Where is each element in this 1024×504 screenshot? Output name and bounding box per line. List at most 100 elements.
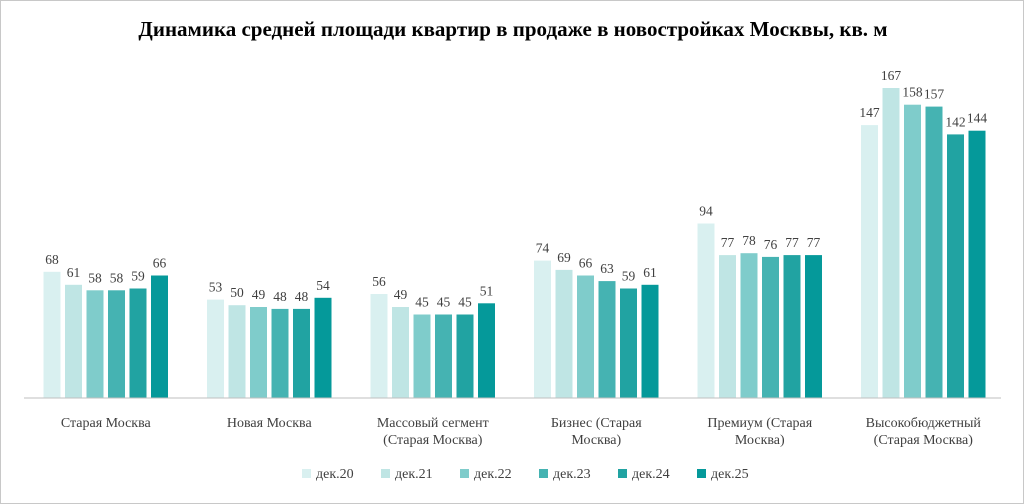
category-label: (Старая Москва): [383, 433, 483, 448]
value-label: 49: [394, 287, 408, 302]
category-label: (Старая Москва): [874, 433, 974, 448]
value-label: 53: [209, 280, 223, 295]
value-label: 157: [924, 87, 945, 102]
value-label: 77: [807, 235, 821, 250]
value-label: 66: [579, 256, 593, 271]
value-label: 78: [742, 233, 756, 248]
value-label: 45: [415, 295, 429, 310]
value-label: 50: [230, 285, 244, 300]
bar-3-3: [413, 314, 431, 398]
bar-4-2: [555, 269, 573, 398]
value-label: 59: [622, 269, 636, 284]
bar-6-2: [882, 88, 900, 398]
bar-1-4: [108, 290, 125, 398]
value-label: 61: [643, 265, 657, 280]
bar-1-3: [86, 290, 104, 398]
bar-3-1: [370, 294, 388, 398]
value-labels-layer: 68 61 58 58 59 66 53 50 49 48 48 54 56 49 45 45 45 51 74 69…: [45, 68, 987, 310]
value-label: 51: [480, 283, 494, 298]
bar-5-3: [740, 253, 758, 398]
legend-swatch: [697, 469, 706, 478]
value-label: 74: [536, 241, 550, 256]
value-label: 76: [764, 237, 778, 252]
bar-2-1: [207, 299, 224, 398]
bar-4-6: [641, 284, 659, 398]
bar-5-1: [697, 223, 715, 398]
value-label: 147: [859, 105, 880, 120]
value-label: 77: [721, 235, 735, 250]
value-label: 48: [295, 289, 309, 304]
value-label: 142: [945, 114, 965, 129]
bar-2-4: [271, 308, 289, 398]
bar-3-4: [435, 314, 452, 398]
bar-2-3: [250, 307, 267, 398]
legend: дек.20 дек.21 дек.22 дек.23 дек.24 дек.25: [302, 467, 749, 482]
bar-5-2: [719, 255, 736, 398]
legend-swatch: [618, 469, 627, 478]
bar-5-6: [805, 255, 822, 398]
category-label: Старая Москва: [61, 416, 152, 431]
bar-2-2: [228, 305, 246, 398]
bar-1-2: [65, 284, 82, 398]
bar-1-1: [43, 271, 61, 398]
bar-6-6: [968, 130, 986, 398]
legend-label: дек.21: [395, 467, 433, 482]
value-label: 45: [458, 295, 472, 310]
category-label: Москва): [735, 433, 785, 448]
value-label: 144: [967, 111, 988, 126]
bar-3-5: [456, 314, 474, 398]
legend-label: дек.23: [553, 467, 591, 482]
category-label: Премиум (Старая: [707, 416, 812, 431]
category-labels-layer: Старая Москва Новая Москва Массовый сегмен…: [61, 416, 982, 448]
bar-5-5: [783, 255, 801, 398]
bars-layer: [43, 88, 986, 398]
value-label: 69: [557, 250, 571, 265]
value-label: 49: [252, 287, 266, 302]
category-label: Новая Москва: [227, 416, 313, 431]
legend-swatch: [539, 469, 548, 478]
value-label: 68: [45, 252, 59, 267]
value-label: 167: [881, 68, 902, 83]
legend-label: дек.20: [316, 467, 354, 482]
value-label: 54: [316, 278, 330, 293]
value-label: 66: [153, 256, 167, 271]
bar-4-5: [620, 288, 637, 398]
chart-title: Динамика средней площади квартир в прода…: [138, 17, 888, 41]
bar-1-6: [151, 275, 168, 398]
legend-label: дек.25: [711, 467, 749, 482]
value-label: 45: [437, 295, 451, 310]
bar-6-3: [904, 104, 921, 398]
value-label: 56: [372, 274, 386, 289]
value-label: 158: [902, 85, 923, 100]
bar-2-6: [314, 297, 332, 398]
value-label: 48: [273, 289, 287, 304]
bar-6-5: [947, 134, 964, 398]
bar-6-4: [925, 106, 943, 398]
category-label: Москва): [571, 433, 621, 448]
value-label: 58: [110, 270, 124, 285]
legend-swatch: [460, 469, 469, 478]
bar-4-1: [534, 260, 551, 398]
value-label: 94: [699, 204, 713, 219]
bar-2-5: [293, 308, 310, 398]
value-label: 77: [785, 235, 799, 250]
category-label: Высокобюджетный: [866, 416, 982, 431]
bar-4-3: [577, 275, 594, 398]
legend-label: дек.22: [474, 467, 512, 482]
bar-4-4: [598, 281, 616, 398]
bar-5-4: [762, 256, 779, 398]
bar-6-1: [861, 125, 878, 398]
value-label: 63: [600, 261, 614, 276]
category-label: Бизнес (Старая: [551, 416, 642, 431]
bar-3-6: [478, 303, 495, 398]
legend-swatch: [381, 469, 390, 478]
legend-swatch: [302, 469, 311, 478]
legend-label: дек.24: [632, 467, 670, 482]
bar-3-2: [392, 307, 409, 398]
bar-1-5: [129, 288, 147, 398]
value-label: 59: [131, 269, 145, 284]
value-label: 58: [88, 270, 102, 285]
category-label: Массовый сегмент: [377, 416, 489, 431]
